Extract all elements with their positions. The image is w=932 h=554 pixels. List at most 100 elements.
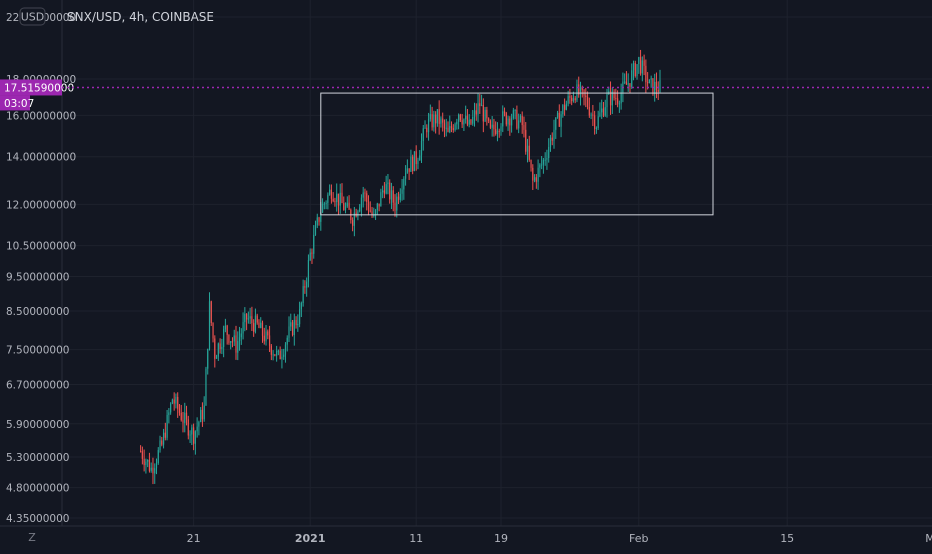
candle[interactable] bbox=[555, 117, 557, 139]
candle[interactable] bbox=[348, 195, 350, 210]
candle[interactable] bbox=[251, 306, 253, 332]
candle[interactable] bbox=[465, 105, 467, 124]
candle[interactable] bbox=[606, 88, 608, 118]
candle[interactable] bbox=[246, 313, 248, 331]
candle[interactable] bbox=[210, 300, 212, 326]
candle[interactable] bbox=[488, 117, 490, 124]
candle[interactable] bbox=[588, 97, 590, 118]
candle[interactable] bbox=[380, 188, 382, 207]
candle[interactable] bbox=[496, 122, 499, 142]
candle[interactable] bbox=[609, 81, 612, 115]
candle[interactable] bbox=[493, 118, 495, 137]
candle[interactable] bbox=[350, 208, 352, 224]
candle[interactable] bbox=[438, 100, 440, 135]
candle[interactable] bbox=[140, 445, 142, 453]
candle[interactable] bbox=[392, 186, 394, 212]
candle[interactable] bbox=[201, 402, 204, 427]
candle[interactable] bbox=[556, 110, 559, 119]
candle[interactable] bbox=[530, 159, 532, 172]
scale-toggle-button[interactable]: Z bbox=[22, 530, 42, 544]
candle[interactable] bbox=[629, 83, 631, 94]
candle[interactable] bbox=[512, 107, 514, 120]
candle[interactable] bbox=[519, 114, 522, 123]
candle[interactable] bbox=[141, 446, 143, 465]
candle[interactable] bbox=[279, 346, 281, 360]
candle[interactable] bbox=[147, 459, 149, 468]
candle[interactable] bbox=[359, 204, 361, 213]
candle[interactable] bbox=[592, 104, 594, 127]
candle[interactable] bbox=[463, 118, 465, 132]
candle[interactable] bbox=[198, 420, 200, 436]
candle[interactable] bbox=[360, 194, 363, 217]
candle[interactable] bbox=[394, 194, 396, 217]
candle[interactable] bbox=[551, 132, 553, 146]
candle[interactable] bbox=[647, 72, 649, 90]
candle[interactable] bbox=[283, 348, 285, 360]
candle[interactable] bbox=[479, 93, 481, 114]
candle[interactable] bbox=[267, 329, 269, 340]
candle[interactable] bbox=[586, 91, 589, 110]
candle[interactable] bbox=[480, 94, 483, 107]
candle[interactable] bbox=[429, 104, 431, 122]
candle[interactable] bbox=[162, 428, 165, 449]
candle[interactable] bbox=[362, 186, 364, 208]
candle[interactable] bbox=[173, 392, 175, 411]
candle[interactable] bbox=[643, 54, 645, 76]
candle[interactable] bbox=[332, 192, 334, 203]
candle[interactable] bbox=[277, 349, 279, 356]
candle[interactable] bbox=[579, 81, 582, 106]
candle[interactable] bbox=[376, 202, 378, 215]
candle[interactable] bbox=[200, 407, 202, 423]
candle[interactable] bbox=[615, 88, 617, 106]
candle[interactable] bbox=[470, 119, 472, 126]
candle[interactable] bbox=[228, 334, 230, 345]
candle[interactable] bbox=[230, 340, 232, 350]
candle[interactable] bbox=[571, 95, 573, 106]
candle[interactable] bbox=[343, 196, 345, 211]
candle[interactable] bbox=[159, 435, 161, 453]
candle[interactable] bbox=[226, 324, 228, 345]
candle[interactable] bbox=[344, 202, 347, 214]
candle[interactable] bbox=[268, 325, 271, 352]
candle[interactable] bbox=[648, 79, 650, 84]
candle[interactable] bbox=[221, 338, 223, 354]
candle[interactable] bbox=[196, 417, 198, 438]
candle[interactable] bbox=[427, 112, 430, 141]
candle[interactable] bbox=[523, 116, 525, 138]
candle[interactable] bbox=[576, 79, 578, 103]
candle[interactable] bbox=[309, 248, 311, 262]
currency-badge[interactable]: USD bbox=[19, 7, 46, 26]
candle[interactable] bbox=[373, 207, 375, 218]
candle[interactable] bbox=[560, 111, 562, 138]
candle[interactable] bbox=[244, 307, 246, 332]
candle[interactable] bbox=[364, 188, 366, 202]
candle[interactable] bbox=[450, 121, 453, 133]
candle[interactable] bbox=[366, 190, 368, 211]
candle[interactable] bbox=[424, 120, 426, 129]
candle[interactable] bbox=[258, 319, 260, 329]
candle[interactable] bbox=[546, 149, 548, 170]
candle[interactable] bbox=[601, 99, 603, 119]
candle[interactable] bbox=[396, 192, 398, 218]
candle[interactable] bbox=[389, 179, 391, 204]
candle[interactable] bbox=[553, 119, 555, 149]
candle[interactable] bbox=[595, 126, 597, 134]
candle[interactable] bbox=[330, 184, 332, 204]
candle[interactable] bbox=[180, 404, 182, 422]
candle[interactable] bbox=[472, 109, 474, 126]
candle[interactable] bbox=[260, 317, 262, 329]
candle[interactable] bbox=[511, 113, 513, 133]
candle[interactable] bbox=[247, 311, 249, 324]
candle[interactable] bbox=[237, 331, 239, 361]
candle[interactable] bbox=[401, 179, 403, 201]
candle[interactable] bbox=[542, 157, 544, 174]
candle[interactable] bbox=[452, 124, 454, 133]
candle[interactable] bbox=[599, 102, 601, 118]
candle[interactable] bbox=[272, 350, 274, 361]
candle[interactable] bbox=[184, 402, 186, 433]
candle[interactable] bbox=[445, 118, 447, 137]
candle[interactable] bbox=[175, 393, 177, 409]
candle[interactable] bbox=[281, 349, 283, 369]
candle[interactable] bbox=[518, 113, 520, 134]
candle[interactable] bbox=[265, 324, 267, 346]
